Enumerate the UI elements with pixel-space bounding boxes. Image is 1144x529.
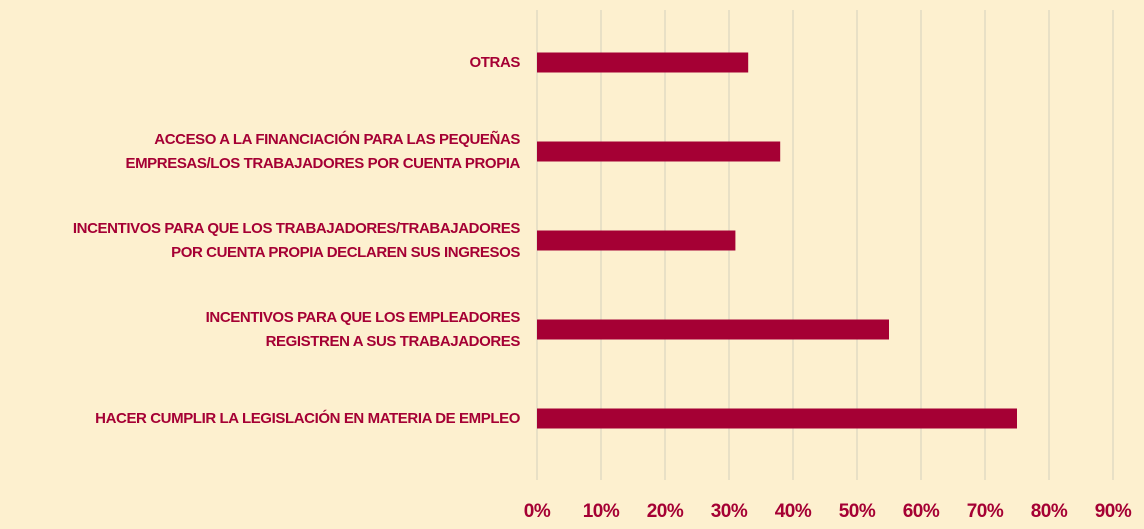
x-tick-label: 50%	[839, 501, 876, 522]
bar	[537, 52, 749, 73]
category-label: INCENTIVOS PARA QUE LOS TRABAJADORES/TRA…	[72, 219, 521, 261]
x-tick-label: 20%	[647, 501, 684, 522]
category-label: OTRAS	[469, 53, 520, 71]
x-tick-label: 90%	[1095, 501, 1132, 522]
x-tick-label: 60%	[903, 501, 940, 522]
x-tick-label: 30%	[711, 501, 748, 522]
x-tick-label: 0%	[524, 501, 551, 522]
x-tick-label: 40%	[775, 501, 812, 522]
bar	[537, 319, 889, 340]
category-label: INCENTIVOS PARA QUE LOS EMPLEADORES REGI…	[205, 308, 521, 350]
x-tick-label: 10%	[583, 501, 620, 522]
category-label: HACER CUMPLIR LA LEGISLACIÓN EN MATERIA …	[95, 409, 520, 427]
bar	[537, 141, 781, 162]
bar	[537, 408, 1017, 429]
category-label: ACCESO A LA FINANCIACIÓN PARA LAS PEQUEÑ…	[125, 130, 520, 172]
bar	[537, 230, 736, 251]
x-tick-label: 80%	[1031, 501, 1068, 522]
x-tick-label: 70%	[967, 501, 1004, 522]
